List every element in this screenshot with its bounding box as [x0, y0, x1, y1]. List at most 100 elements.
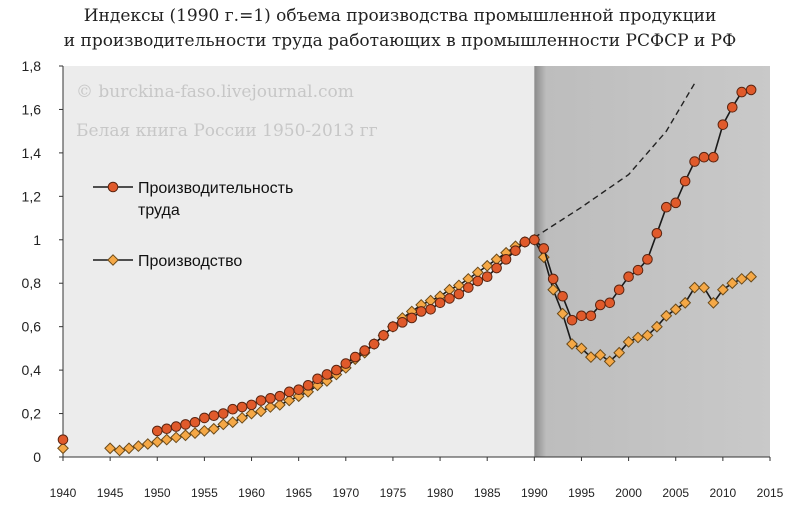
data-point — [745, 84, 757, 96]
data-point — [745, 270, 758, 283]
y-tick-label: 0,2 — [22, 406, 42, 422]
data-point — [679, 175, 691, 187]
data-point — [199, 412, 210, 424]
data-point — [604, 297, 616, 309]
y-tick-label: 1,4 — [22, 145, 42, 161]
data-point — [104, 442, 117, 455]
data-point — [519, 236, 531, 248]
legend-marker — [107, 254, 119, 266]
data-point — [255, 395, 267, 406]
data-point — [708, 151, 719, 163]
legend-label: Производство — [138, 253, 242, 270]
y-tick-label: 0,4 — [22, 362, 42, 378]
data-point — [481, 259, 494, 272]
data-point — [255, 405, 267, 418]
data-point — [141, 438, 154, 450]
data-point — [670, 197, 682, 209]
data-point — [641, 329, 654, 342]
data-point — [529, 234, 540, 246]
data-point — [151, 425, 163, 437]
data-point — [170, 431, 183, 444]
data-point — [576, 310, 587, 322]
data-point — [689, 156, 700, 167]
x-tick-label: 1940 — [50, 486, 77, 500]
data-point — [575, 342, 588, 355]
x-tick-label: 1945 — [97, 486, 124, 500]
data-point — [387, 321, 399, 332]
x-tick-label: 2000 — [615, 486, 642, 500]
data-point — [547, 283, 560, 296]
data-point — [397, 317, 408, 328]
data-point — [547, 273, 559, 285]
data-point — [283, 386, 295, 398]
x-tick-label: 1975 — [380, 486, 407, 500]
y-tick-label: 1,6 — [22, 101, 42, 117]
data-point — [179, 429, 192, 442]
y-tick-label: 0,6 — [22, 319, 42, 335]
data-point — [207, 422, 220, 435]
data-point — [170, 421, 182, 432]
data-point — [273, 398, 286, 411]
data-point — [236, 401, 248, 413]
data-point — [716, 283, 729, 296]
data-point — [566, 314, 578, 326]
data-point — [265, 393, 276, 404]
x-tick-label: 1985 — [474, 486, 501, 500]
y-tick-label: 1 — [33, 232, 41, 248]
legend-label: труда — [138, 202, 180, 219]
data-point — [463, 282, 474, 293]
data-point — [302, 380, 314, 391]
y-tick-label: 1,8 — [22, 58, 42, 74]
data-point — [246, 399, 257, 411]
data-point — [613, 284, 625, 296]
data-point — [698, 281, 710, 294]
data-point — [226, 416, 239, 429]
x-tick-label: 1960 — [238, 486, 265, 500]
data-point — [245, 407, 258, 420]
legend-entry: Производительность труда — [93, 180, 293, 219]
data-point — [359, 345, 370, 356]
data-point — [660, 309, 673, 322]
y-tick-label: 0 — [33, 449, 41, 465]
data-point — [368, 338, 380, 350]
data-point — [595, 299, 606, 311]
data-point — [726, 101, 738, 113]
data-point — [217, 408, 229, 419]
data-point — [717, 119, 729, 130]
data-point — [651, 227, 663, 239]
data-point — [161, 423, 172, 435]
data-point — [453, 288, 465, 300]
x-tick-label: 1995 — [568, 486, 595, 500]
data-point — [293, 384, 304, 395]
data-point — [622, 335, 635, 348]
data-point — [283, 394, 296, 407]
data-point — [557, 290, 568, 302]
data-point — [123, 442, 135, 455]
data-point — [642, 254, 653, 265]
x-tick-label: 2005 — [662, 486, 689, 500]
data-point — [698, 151, 710, 163]
data-point — [537, 251, 550, 264]
data-point — [688, 281, 701, 294]
data-point — [584, 351, 597, 364]
data-point — [236, 411, 249, 424]
data-point — [189, 416, 201, 428]
data-point — [331, 364, 342, 376]
data-point — [585, 310, 597, 322]
data-point — [349, 351, 361, 363]
data-point — [623, 271, 634, 283]
data-point — [736, 86, 748, 98]
data-point — [679, 296, 692, 309]
data-point — [189, 427, 201, 440]
data-point — [650, 320, 663, 333]
data-point — [180, 419, 191, 430]
data-point — [406, 312, 418, 324]
data-point — [160, 433, 173, 446]
data-point — [735, 272, 748, 285]
data-point — [510, 245, 521, 256]
data-point — [274, 390, 286, 402]
x-tick-label: 2015 — [757, 486, 784, 500]
data-point — [632, 264, 644, 276]
legend-marker — [107, 181, 119, 193]
